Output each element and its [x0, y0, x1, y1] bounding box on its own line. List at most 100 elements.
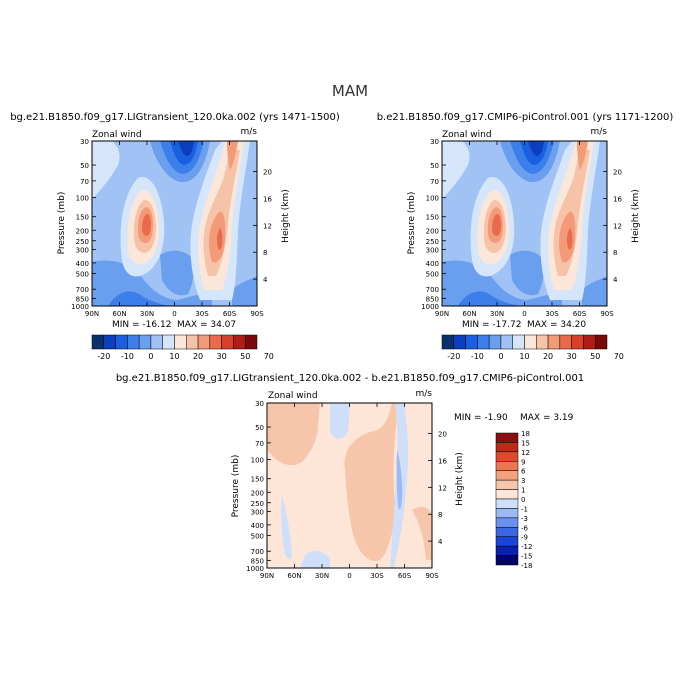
- x-tick-label: 30N: [490, 310, 504, 318]
- y-tick-label: 100: [426, 195, 439, 203]
- colorbar-label: -15: [521, 553, 532, 561]
- colorbar-swatch: [495, 498, 519, 509]
- y-tick-label: 30: [430, 138, 439, 146]
- x-tick-label: 60S: [398, 572, 412, 580]
- colorbar-label: -6: [521, 524, 529, 532]
- colorbar-swatch: [500, 334, 513, 350]
- contour-band: [442, 141, 470, 200]
- y-tick-label: 70: [430, 178, 439, 186]
- panel-picontrol-max: MAX = 34.20: [527, 320, 586, 330]
- panel-picontrol: b.e21.B1850.f09_g17.CMIP6-piControl.001 …: [377, 112, 674, 361]
- y-tick-label: 150: [426, 214, 439, 222]
- colorbar-swatch: [127, 334, 140, 350]
- y-tick-label: 700: [76, 286, 89, 294]
- colorbar-swatch: [495, 442, 519, 453]
- colorbar-swatch: [547, 334, 561, 350]
- colorbar-swatch: [115, 334, 128, 350]
- contour-band: [178, 141, 194, 156]
- y-tick-label: 400: [426, 260, 439, 268]
- panel-lig-y2label: Height (km): [281, 189, 291, 243]
- colorbar-swatch: [495, 461, 519, 471]
- colorbar-swatch: [488, 334, 502, 350]
- colorbar-swatch: [162, 334, 175, 350]
- panel-difference-units: m/s: [416, 389, 433, 399]
- colorbar-label: 0: [521, 496, 525, 504]
- colorbar-swatch: [186, 334, 199, 350]
- colorbar-swatch: [495, 545, 519, 556]
- contour-band: [268, 403, 320, 466]
- colorbar-label: 20: [543, 352, 553, 361]
- colorbar-label: 50: [590, 352, 600, 361]
- x-tick-label: 30N: [315, 572, 329, 580]
- colorbar-label: 10: [169, 352, 179, 361]
- y-tick-label: 250: [76, 238, 89, 246]
- colorbar-label: 6: [521, 468, 526, 476]
- panel-picontrol-var-label: Zonal wind: [442, 130, 492, 140]
- y-tick-label: 70: [255, 440, 264, 448]
- y-tick-label: 30: [255, 400, 264, 408]
- y2-tick-label: 12: [613, 222, 622, 230]
- colorbar-swatch: [453, 334, 466, 350]
- x-tick-label: 30N: [140, 310, 154, 318]
- contour-band: [492, 214, 501, 236]
- y-tick-label: 200: [251, 489, 264, 497]
- colorbar-swatch: [559, 334, 572, 350]
- y-tick-label: 70: [80, 178, 89, 186]
- colorbar-swatch: [495, 479, 519, 490]
- colorbar-swatch: [495, 432, 519, 443]
- panel-lig-min: MIN = -16.12: [112, 320, 171, 330]
- y-tick-label: 300: [426, 246, 439, 254]
- panel-lig-var-label: Zonal wind: [92, 130, 142, 140]
- panel-difference-ylabel: Pressure (mb): [231, 455, 241, 518]
- colorbar-label: 12: [521, 449, 530, 457]
- contour-band: [216, 228, 223, 250]
- panel-picontrol-y2label: Height (km): [631, 189, 641, 243]
- x-tick-label: 0: [522, 310, 526, 318]
- y2-tick-label: 8: [438, 511, 442, 519]
- colorbar-swatch: [495, 470, 519, 481]
- colorbar-label: 18: [521, 430, 530, 438]
- y-tick-label: 200: [76, 227, 89, 235]
- colorbar-label: -12: [521, 543, 532, 551]
- y2-tick-label: 20: [263, 169, 272, 177]
- colorbar-label: -10: [471, 352, 484, 361]
- colorbar-label: -10: [121, 352, 134, 361]
- y2-tick-label: 4: [263, 276, 268, 284]
- y-tick-label: 500: [251, 532, 264, 540]
- colorbar-label: -1: [521, 505, 528, 513]
- colorbar-label: 0: [148, 352, 153, 361]
- colorbar-swatch: [495, 517, 519, 528]
- colorbar-label: 15: [521, 439, 530, 447]
- y-tick-label: 850: [426, 295, 439, 303]
- colorbar-label: -20: [447, 352, 460, 361]
- colorbar-swatch: [594, 334, 608, 350]
- y-tick-label: 500: [76, 270, 89, 278]
- y-tick-label: 500: [426, 270, 439, 278]
- x-tick-label: 60N: [462, 310, 476, 318]
- y2-tick-label: 4: [613, 276, 618, 284]
- panel-difference-title: bg.e21.B1850.f09_g17.LIGtransient_120.0k…: [116, 373, 584, 384]
- x-tick-label: 0: [347, 572, 351, 580]
- panel-difference-max: MAX = 3.19: [520, 413, 574, 423]
- y-tick-label: 50: [80, 162, 89, 170]
- colorbar-swatch: [197, 334, 211, 350]
- colorbar-label: 10: [519, 352, 529, 361]
- panel-lig-title: bg.e21.B1850.f09_g17.LIGtransient_120.0k…: [10, 112, 340, 123]
- x-tick-label: 60N: [287, 572, 301, 580]
- panel-difference-var-label: Zonal wind: [268, 391, 318, 401]
- colorbar-label: 50: [240, 352, 250, 361]
- colorbar-label: 1: [521, 487, 525, 495]
- panel-picontrol-min: MIN = -17.72: [462, 320, 521, 330]
- y-tick-label: 100: [76, 195, 89, 203]
- x-tick-label: 90S: [250, 310, 264, 318]
- panel-lig-units: m/s: [241, 127, 258, 137]
- colorbar-label: 20: [193, 352, 203, 361]
- panel-lig-ylabel: Pressure (mb): [57, 192, 67, 255]
- y2-tick-label: 12: [263, 222, 272, 230]
- x-tick-label: 90N: [435, 310, 449, 318]
- colorbar-swatch: [536, 334, 549, 350]
- contour-band: [300, 550, 330, 568]
- contour-band: [458, 291, 520, 306]
- panel-difference-min: MIN = -1.90: [454, 413, 508, 423]
